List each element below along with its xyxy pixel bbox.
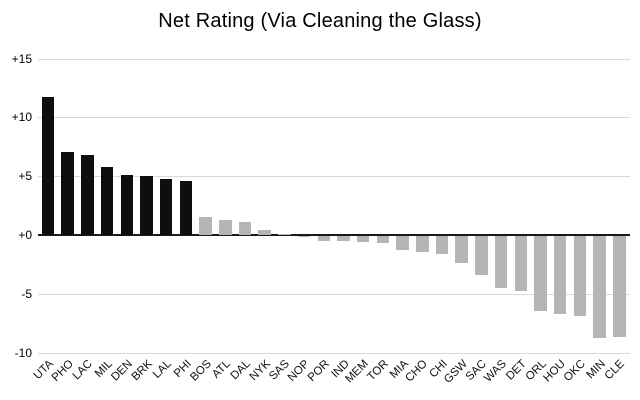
bar-sas [278, 233, 291, 235]
bar-min [593, 236, 606, 339]
bar-lal [159, 178, 173, 235]
y-axis-tick-label: +10 [11, 110, 32, 125]
gridline [38, 176, 630, 178]
bar-chi [435, 236, 449, 254]
y-axis-tick-label: -10 [14, 345, 32, 360]
bar-det [514, 236, 528, 292]
y-axis-tick-label: +15 [11, 51, 32, 66]
bar-uta [41, 97, 55, 235]
bar-den [120, 175, 134, 235]
bar-mia [396, 236, 409, 251]
y-axis-tick-label: +0 [18, 228, 32, 242]
bar-was [494, 236, 508, 288]
bar-cho [416, 236, 429, 253]
bar-phi [179, 180, 193, 235]
bar-dal [238, 222, 252, 235]
bar-brk [140, 176, 153, 235]
bar-okc [573, 236, 587, 316]
bar-nop [297, 236, 311, 238]
bar-lac [81, 155, 94, 235]
bar-hou [553, 236, 567, 314]
bar-cle [613, 236, 626, 338]
gridline [38, 58, 630, 60]
bar-atl [219, 219, 232, 235]
bar-nyk [258, 230, 271, 235]
gridline [38, 117, 630, 119]
zero-axis-line [38, 234, 630, 236]
bar-por [317, 236, 331, 241]
bar-gsw [455, 236, 468, 264]
bar-tor [376, 236, 390, 244]
bar-mem [356, 236, 370, 242]
bar-pho [61, 151, 74, 235]
gridline [38, 293, 630, 295]
y-axis-tick-label: -5 [21, 286, 32, 301]
bar-orl [534, 236, 547, 312]
bar-bos [199, 217, 212, 235]
gridline [38, 352, 630, 354]
bar-sac [475, 236, 488, 275]
chart-title: Net Rating (Via Cleaning the Glass) [158, 10, 482, 32]
bar-ind [337, 236, 350, 241]
bar-mil [100, 166, 114, 235]
y-axis-tick-label: +5 [18, 169, 32, 184]
